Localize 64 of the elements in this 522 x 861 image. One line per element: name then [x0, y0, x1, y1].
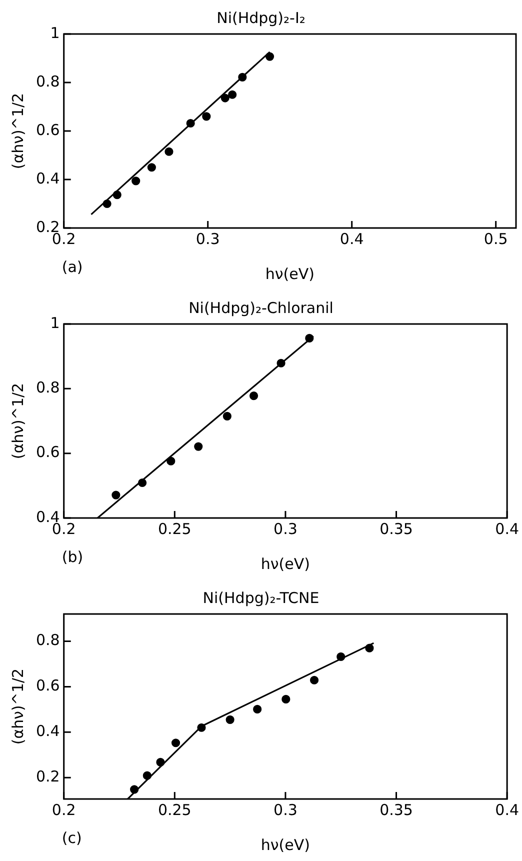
x-tick-label: 0.35	[380, 520, 413, 538]
point	[365, 644, 374, 652]
point	[238, 72, 247, 82]
point	[112, 190, 122, 200]
y-tick-label: 0.6	[36, 676, 60, 695]
x-tick-label: 0.4	[495, 520, 519, 538]
point	[228, 90, 237, 99]
point	[310, 676, 319, 684]
point	[102, 199, 112, 208]
point	[202, 112, 211, 121]
point	[249, 391, 258, 400]
point	[197, 723, 206, 732]
chart-title: Ni(Hdpg)₂-Chloranil	[188, 298, 334, 317]
point	[253, 704, 262, 714]
y-axis-title: (αhν)^1/2	[8, 92, 27, 170]
chart-title: Ni(Hdpg)₂-I₂	[216, 8, 306, 27]
y-tick-label: 0.6	[36, 443, 60, 462]
y-tick-label: 1	[50, 24, 60, 42]
point	[138, 478, 147, 488]
x-tick-label: 0.5	[484, 230, 508, 248]
x-tick-label: 0.35	[380, 800, 413, 819]
x-tick-label: 0.25	[158, 520, 192, 538]
x-tick-label: 0.25	[158, 800, 192, 819]
x-axis-title: hν(eV)	[260, 836, 310, 854]
point	[156, 758, 165, 766]
x-tick-label: 0.3	[196, 230, 220, 248]
y-axis-title: (αhν)^1/2	[8, 668, 27, 745]
point	[147, 163, 156, 172]
x-axis-title: hν(eV)	[265, 264, 314, 283]
x-axis-title: hν(eV)	[260, 554, 310, 573]
text: (c)	[62, 829, 82, 847]
x-tick-label: 0.4	[495, 800, 519, 819]
point	[282, 694, 290, 704]
y-tick-label: 0.8	[36, 631, 60, 650]
x-tick-label: 0.4	[340, 230, 364, 248]
point	[305, 334, 314, 343]
point	[171, 738, 180, 748]
point	[166, 456, 176, 466]
y-tick-label: 0.8	[36, 378, 60, 397]
point	[265, 52, 274, 61]
y-tick-label: 1	[50, 314, 60, 332]
point	[222, 412, 232, 420]
text: (b)	[62, 548, 84, 566]
chart-title: Ni(Hdpg)₂-TCNE	[202, 588, 320, 607]
y-tick-label: 0.4	[36, 169, 60, 188]
y-tick-label: 0.4	[36, 722, 60, 740]
y-tick-label: 0.2	[36, 768, 60, 786]
point	[132, 176, 140, 186]
point	[276, 358, 286, 368]
y-axis-title: (αhν)^1/2	[8, 382, 27, 460]
y-tick-label: 0.6	[36, 120, 60, 139]
point	[186, 118, 195, 128]
point	[130, 785, 139, 794]
text: (a)	[62, 258, 83, 276]
point	[112, 490, 120, 500]
x-tick-label: 0.3	[274, 520, 298, 538]
point	[226, 715, 234, 724]
y-tick-label: 0.8	[36, 72, 60, 90]
point	[164, 147, 174, 156]
point	[336, 652, 346, 662]
point	[194, 442, 203, 451]
point	[142, 771, 152, 780]
x-tick-label: 0.3	[274, 800, 298, 819]
point	[220, 94, 230, 102]
